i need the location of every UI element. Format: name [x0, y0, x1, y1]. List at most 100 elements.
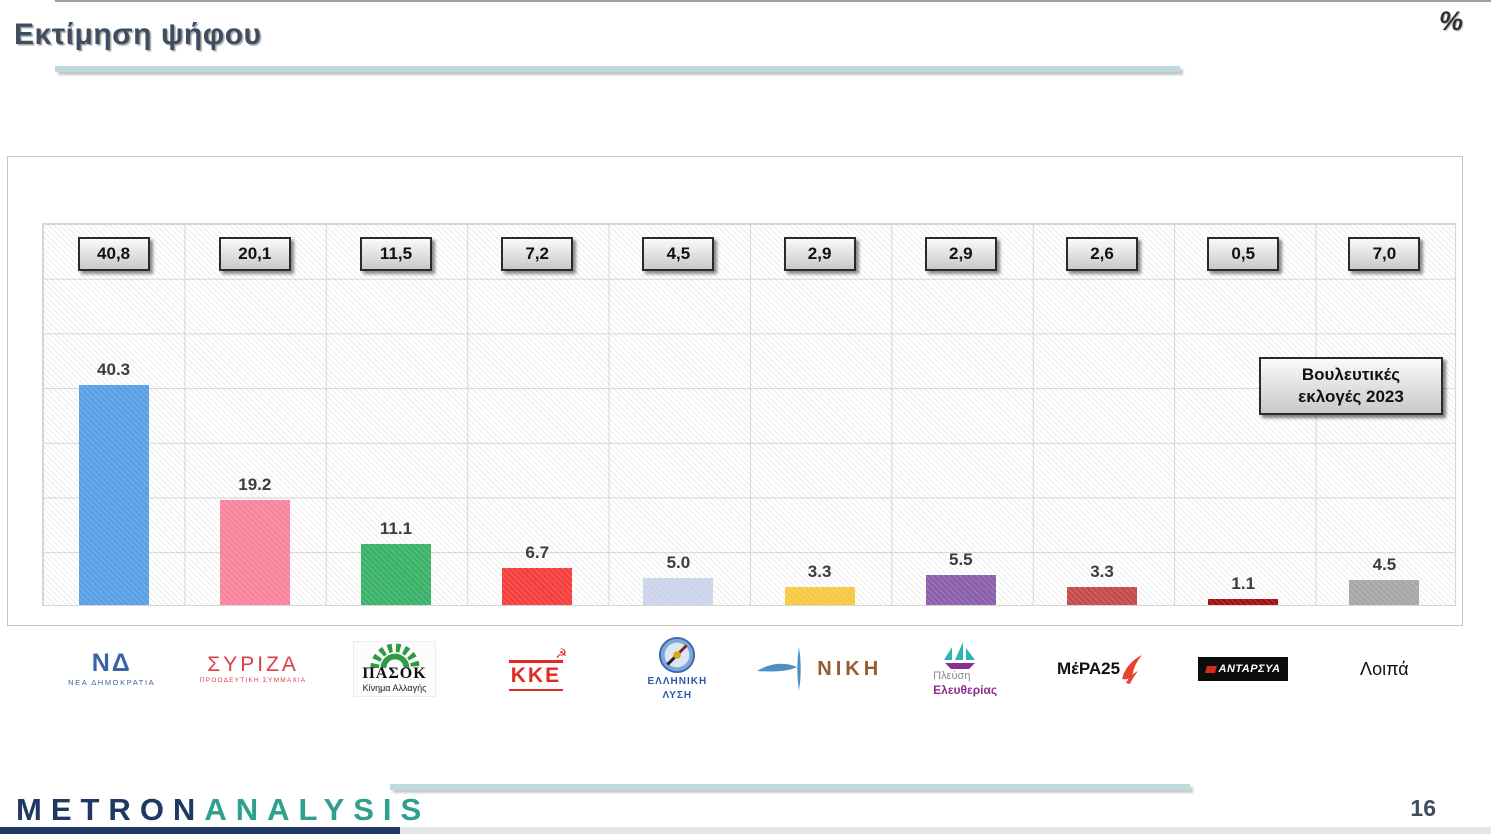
logo-loipa: Λοιπά: [1314, 630, 1455, 708]
pasok-logo-caption: Κίνημα Αλλαγής: [362, 683, 427, 693]
previous-election-box: 2,9: [924, 237, 997, 271]
plefsi-caption-line1: Πλεύση: [933, 670, 971, 683]
nd-logo-icon: ΝΔ: [91, 649, 132, 677]
brand-metron: METRON: [16, 792, 205, 827]
nd-logo-caption: ΝΕΑ ΔΗΜΟΚΡΑΤΙΑ: [68, 678, 156, 687]
previous-election-box: 4,5: [642, 237, 715, 271]
bar-value-label: 1.1: [1231, 573, 1256, 593]
bar-nd: [78, 384, 149, 605]
bar-elliniki-lysi: [643, 577, 714, 605]
chart-columns: 40,8 40.3 20,1 19.2 11,5 11.1 7,2 6.7: [43, 224, 1455, 605]
bottom-navy-bar: [0, 827, 400, 834]
previous-election-value: 20,1: [238, 244, 272, 263]
party-logo-strip: ΝΔ ΝΕΑ ΔΗΜΟΚΡΑΤΙΑ ΣΥΡΙΖΑ ΠΡΟΟΔΕΥΤΙΚΗ ΣΥΜ…: [41, 630, 1455, 708]
syriza-logo-text: ΣΥΡΙΖΑ: [207, 653, 299, 676]
chart-frame: 40,8 40.3 20,1 19.2 11,5 11.1 7,2 6.7: [7, 156, 1463, 626]
bar-value-label: 5.5: [949, 549, 973, 569]
chart-column-syriza: 20,1 19.2: [184, 224, 325, 605]
logo-elliniki-lysi: ΕΛΛΗΝΙΚΗ ΛΥΣΗ: [607, 630, 748, 708]
bar-value-label: 3.3: [1090, 561, 1114, 581]
chart-plot-area: 40,8 40.3 20,1 19.2 11,5 11.1 7,2 6.7: [42, 223, 1456, 606]
legend-line1: Βουλευτικές: [1301, 365, 1401, 384]
bar-value-label: 5.0: [666, 552, 691, 572]
chart-column-kke: 7,2 6.7: [467, 224, 608, 605]
brand-analysis: ANALYSIS: [204, 792, 431, 827]
sailboat-icon: [944, 642, 976, 670]
logo-plefsi-eleftherias: Πλεύση Ελευθερίας: [889, 630, 1030, 708]
previous-election-box: 0,5: [1207, 237, 1280, 271]
elliniki-lysi-caption-line1: ΕΛΛΗΝΙΚΗ: [647, 675, 708, 687]
bar-plefsi: [925, 574, 996, 605]
previous-election-box: 40,8: [77, 237, 150, 271]
pasok-logo-text: ΠΑΣΟΚ: [362, 665, 427, 682]
metron-analysis-logo: METRONANALYSIS: [16, 792, 430, 828]
previous-election-value: 7,0: [1372, 244, 1397, 263]
bar-value-label: 11.1: [379, 519, 413, 539]
compass-icon: [659, 636, 696, 673]
mera25-logo-text: ΜέΡΑ25: [1056, 659, 1121, 678]
sunburst-icon: [369, 643, 420, 669]
bar-value-label: 3.3: [807, 561, 832, 581]
chart-column-antarsya: 0,5 1.1: [1173, 224, 1314, 605]
chart-column-niki: 2,9 3.3: [749, 224, 890, 605]
hammer-sickle-icon: ☭: [555, 646, 568, 662]
previous-election-box: 2,6: [1066, 237, 1139, 271]
bar-antarsya: [1208, 598, 1279, 605]
red-flag-icon: [1204, 665, 1217, 673]
previous-election-value: 0,5: [1231, 244, 1256, 263]
title-underline: [55, 66, 1180, 72]
bar-value-label: 6.7: [525, 543, 550, 563]
chart-column-mera25: 2,6 3.3: [1031, 224, 1172, 605]
bar-loipa: [1349, 580, 1420, 605]
bar-value-label: 4.5: [1372, 555, 1397, 575]
plefsi-caption-line2: Ελευθερίας: [933, 683, 998, 698]
bar-value-label: 40.3: [97, 359, 131, 379]
previous-election-box: 20,1: [218, 237, 291, 271]
cross-star-icon: [757, 647, 802, 691]
chart-column-loipa: 7,0 4.5: [1314, 224, 1455, 605]
chart-column-plefsi: 2,9 5.5: [890, 224, 1031, 605]
previous-election-value: 7,2: [525, 244, 550, 263]
bar-kke: [502, 568, 573, 605]
chart-column-nd: 40,8 40.3: [43, 224, 184, 605]
previous-election-value: 2,9: [807, 244, 832, 263]
bottom-strip: [0, 827, 1491, 834]
previous-election-box: 7,0: [1348, 237, 1421, 271]
bar-mera25: [1067, 586, 1138, 605]
previous-election-value: 4,5: [666, 244, 691, 263]
logo-nea-dimokratia: ΝΔ ΝΕΑ ΔΗΜΟΚΡΑΤΙΑ: [41, 630, 182, 708]
previous-election-value: 2,6: [1090, 244, 1114, 263]
bar-syriza: [219, 499, 290, 605]
logo-syriza: ΣΥΡΙΖΑ ΠΡΟΟΔΕΥΤΙΚΗ ΣΥΜΜΑΧΙΑ: [182, 630, 323, 708]
previous-election-box: 7,2: [501, 237, 574, 271]
unit-symbol: %: [1438, 6, 1463, 36]
bar-niki: [784, 586, 855, 605]
syriza-logo-caption: ΠΡΟΟΔΕΥΤΙΚΗ ΣΥΜΜΑΧΙΑ: [199, 677, 307, 684]
previous-election-value: 2,9: [948, 244, 973, 263]
bar-value-label: 19.2: [238, 474, 272, 494]
bird-icon: [1122, 655, 1143, 684]
elliniki-lysi-caption-line2: ΛΥΣΗ: [662, 690, 693, 701]
previous-election-value: 11,5: [379, 244, 413, 263]
chart-column-pasok: 11,5 11.1: [325, 224, 466, 605]
logo-pasok: ΠΑΣΟΚ Κίνημα Αλλαγής: [324, 630, 465, 708]
chart-column-elliniki-lysi: 4,5 5.0: [608, 224, 749, 605]
previous-election-value: 40,8: [97, 244, 131, 263]
bar-pasok: [361, 544, 431, 605]
footer-divider: [390, 784, 1190, 790]
logo-mera25: ΜέΡΑ25: [1031, 630, 1172, 708]
niki-logo-text: ΝΙΚΗ: [817, 657, 883, 680]
legend-line2: εκλογές 2023: [1298, 387, 1404, 407]
loipa-label: Λοιπά: [1360, 658, 1409, 679]
logo-kke: ☭ ΚΚΕ: [465, 630, 606, 708]
top-divider: [55, 0, 1491, 2]
antarsya-logo-text: ΑΝΤΑΡΣΥΑ: [1218, 663, 1281, 675]
kke-logo-text: ΚΚΕ: [508, 660, 564, 691]
logo-niki: ΝΙΚΗ: [748, 630, 889, 708]
previous-election-box: 2,9: [783, 237, 856, 271]
logo-antarsya: ΑΝΤΑΡΣΥΑ: [1172, 630, 1313, 708]
page-number: 16: [1410, 795, 1436, 821]
page-title: Εκτίμηση ψήφου: [14, 18, 262, 51]
previous-election-box: 11,5: [360, 237, 432, 271]
legend-previous-election: Βουλευτικές εκλογές 2023: [1259, 357, 1443, 416]
